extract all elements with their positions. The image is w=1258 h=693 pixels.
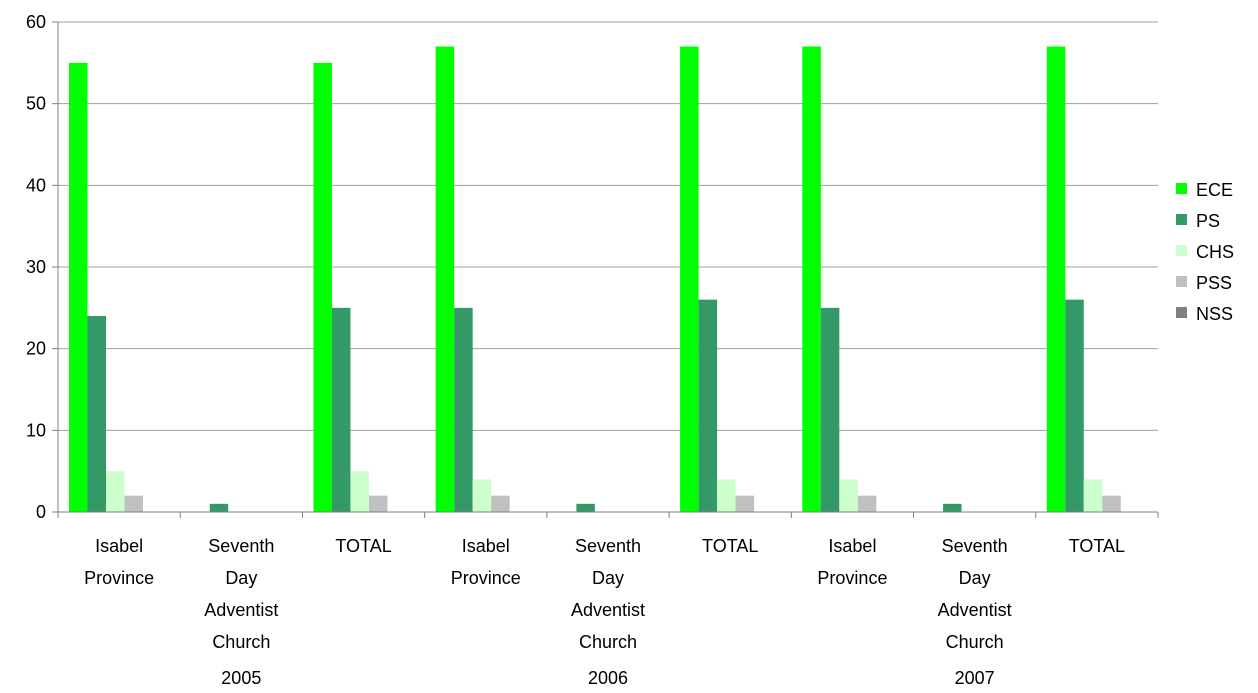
x-category-label: Adventist <box>938 600 1012 620</box>
x-category-label: Province <box>451 568 521 588</box>
bar-chs <box>1083 479 1103 512</box>
bar-pss <box>124 495 143 512</box>
x-group-label: 2007 <box>955 668 995 688</box>
gridlines <box>58 21 1158 431</box>
bar-ece <box>69 62 88 512</box>
y-tick-label: 50 <box>26 94 46 114</box>
bar-ps <box>209 503 229 512</box>
y-tick-label: 30 <box>26 257 46 277</box>
x-category-label: Adventist <box>571 600 645 620</box>
bar-ps <box>576 503 595 512</box>
x-group-label: 2006 <box>588 668 628 688</box>
bars <box>69 46 1121 512</box>
bar-ps <box>943 503 962 512</box>
legend-swatch-chs <box>1176 245 1187 256</box>
x-category-label: Church <box>579 632 637 652</box>
legend-label-pss: PSS <box>1196 273 1232 293</box>
x-category-label: Church <box>212 632 270 652</box>
bar-chs <box>717 479 736 512</box>
legend-label-ece: ECE <box>1196 180 1233 200</box>
bar-chs <box>839 479 858 512</box>
legend-swatch-ece <box>1176 183 1187 194</box>
y-tick-label: 10 <box>26 420 46 440</box>
bar-pss <box>491 495 510 512</box>
bar-ps <box>1065 299 1084 512</box>
axes <box>57 22 1159 518</box>
y-axis-ticks: 0 10 20 30 40 50 60 <box>26 12 58 522</box>
bar-ps <box>87 316 106 512</box>
x-category-label: TOTAL <box>1069 536 1125 556</box>
bar-ece <box>313 62 332 512</box>
legend-label-nss: NSS <box>1196 304 1233 324</box>
bar-chs <box>472 479 492 512</box>
bar-ps <box>820 307 840 512</box>
bar-chs <box>350 471 369 512</box>
bar-ps <box>698 299 718 512</box>
bar-ece <box>802 46 821 512</box>
bar-ece <box>435 46 455 512</box>
bar-ps <box>454 307 473 512</box>
legend-label-ps: PS <box>1196 211 1220 231</box>
y-tick-label: 0 <box>36 502 46 522</box>
x-category-label: Adventist <box>204 600 278 620</box>
x-category-label: Seventh <box>942 536 1008 556</box>
x-category-label: Seventh <box>208 536 274 556</box>
x-category-label: Isabel <box>462 536 510 556</box>
x-axis-group-labels: 2005 2006 2007 <box>221 668 994 688</box>
bar-pss <box>735 495 755 512</box>
x-category-label: Province <box>84 568 154 588</box>
legend-swatch-nss <box>1176 307 1187 318</box>
bar-ece <box>1046 46 1066 512</box>
bar-pss <box>1102 495 1121 512</box>
y-tick-label: 40 <box>26 175 46 195</box>
x-category-label: TOTAL <box>335 536 391 556</box>
bar-ps <box>331 307 351 512</box>
x-category-label: Day <box>959 568 991 588</box>
x-category-label: Isabel <box>95 536 143 556</box>
x-category-label: Day <box>592 568 624 588</box>
legend-swatch-pss <box>1176 276 1187 287</box>
bar-pss <box>368 495 388 512</box>
x-category-label: Seventh <box>575 536 641 556</box>
legend-label-chs: CHS <box>1196 242 1234 262</box>
x-axis-category-labels: Isabel Province Seventh Day Adventist Church T… <box>84 536 1125 652</box>
y-tick-label: 20 <box>26 339 46 359</box>
legend: ECE PS CHS PSS NSS <box>1176 180 1234 324</box>
y-tick-label: 60 <box>26 12 46 32</box>
bar-chs <box>106 471 125 512</box>
x-group-label: 2005 <box>221 668 261 688</box>
x-category-label: Church <box>946 632 1004 652</box>
x-category-label: TOTAL <box>702 536 758 556</box>
bar-pss <box>857 495 877 512</box>
legend-swatch-ps <box>1176 214 1187 225</box>
x-category-label: Province <box>817 568 887 588</box>
x-category-label: Isabel <box>828 536 876 556</box>
x-category-label: Day <box>225 568 257 588</box>
bar-ece <box>680 46 699 512</box>
